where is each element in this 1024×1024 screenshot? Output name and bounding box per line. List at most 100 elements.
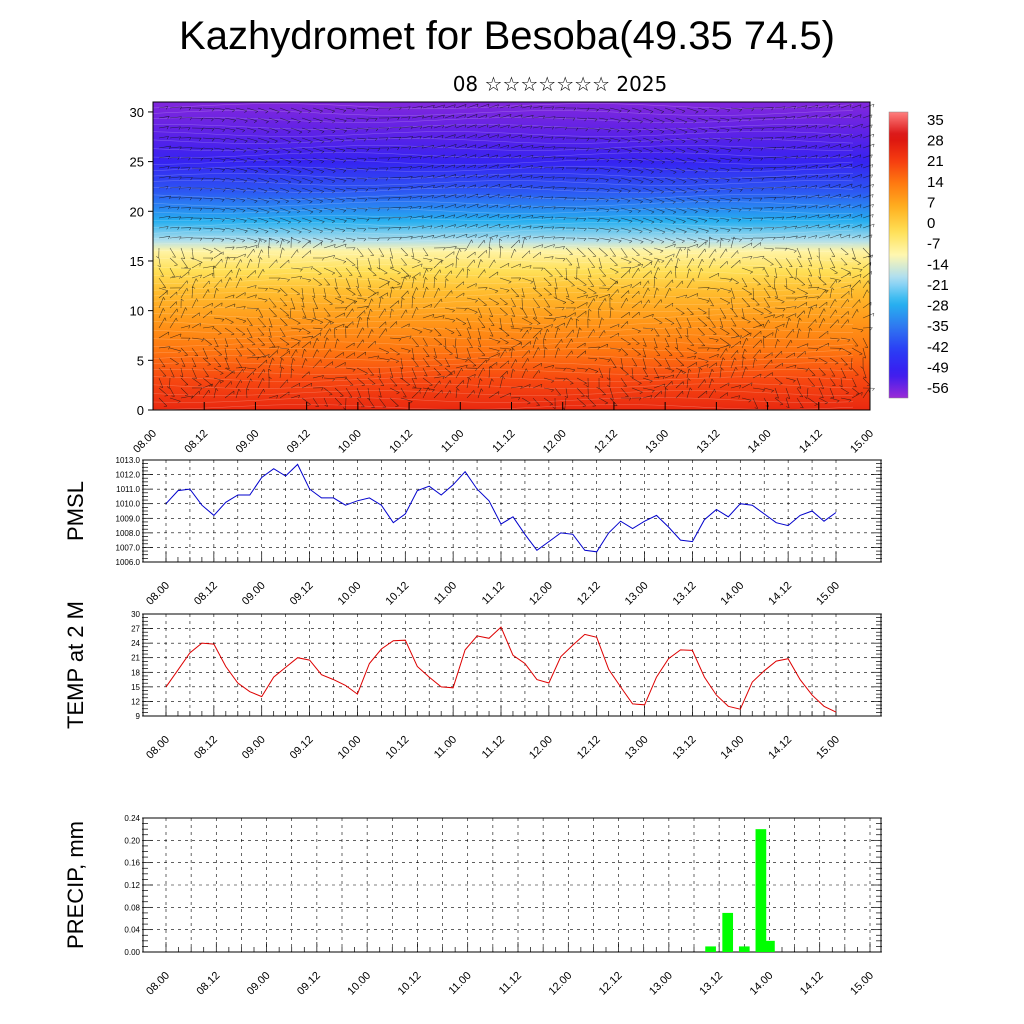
x-tick-label: 11.00 xyxy=(432,580,459,607)
precip-bar xyxy=(738,946,750,952)
cross-section-y-tick-label: 25 xyxy=(130,155,144,170)
y-tick-label: 1008.0 xyxy=(116,529,141,538)
x-tick-label: 11.12 xyxy=(480,580,507,607)
y-tick-label: 18 xyxy=(131,668,140,677)
cross-section-x-tick-label: 12.12 xyxy=(592,428,620,456)
x-tick-label: 13.12 xyxy=(671,580,699,608)
x-tick-label: 10.12 xyxy=(383,580,411,608)
x-tick-label: 14.12 xyxy=(766,580,794,608)
y-tick-label: 0.00 xyxy=(124,948,140,957)
x-tick-label: 12.12 xyxy=(575,734,603,762)
x-tick-label: 15.00 xyxy=(848,970,876,998)
x-tick-label: 09.12 xyxy=(288,734,316,762)
cross-section-panel: 0 5 10 15 20 25 30 08.00 08.12 09.00 09.12 10.00 10.… xyxy=(130,101,876,456)
colorbar-label: 28 xyxy=(927,133,944,150)
cross-section-x-tick-label: 14.12 xyxy=(797,428,825,456)
cross-section-x-tick-label: 11.00 xyxy=(439,428,466,455)
y-tick-label: 21 xyxy=(131,654,140,663)
x-tick-label: 14.00 xyxy=(718,580,746,608)
colorbar-label: 14 xyxy=(927,174,944,191)
cross-section-y-tick-label: 30 xyxy=(130,105,144,120)
temp-panel: 9 12 15 18 21 24 27 30 08.00 08.12 09.00 09.12 10.00… xyxy=(63,601,882,762)
y-tick-label: 24 xyxy=(131,639,140,648)
colorbar-label: 21 xyxy=(927,153,944,170)
colorbar-label: -7 xyxy=(927,236,940,253)
x-tick-label: 08.12 xyxy=(192,580,220,608)
y-tick-label: 0.24 xyxy=(124,814,140,823)
grid xyxy=(143,613,881,717)
cross-section-x-tick-label: 13.00 xyxy=(643,428,671,456)
cross-section-x-tick-label: 12.00 xyxy=(541,428,569,456)
cross-section-x-tick-label: 13.12 xyxy=(695,428,723,456)
grid xyxy=(143,459,881,563)
x-tick-label: 10.00 xyxy=(336,734,364,762)
y-tick-label: 30 xyxy=(131,610,140,619)
y-tick-label: 9 xyxy=(136,712,141,721)
x-tick-label: 13.00 xyxy=(623,580,651,608)
minor-ticks xyxy=(142,459,882,563)
panel-frame xyxy=(142,817,882,953)
y-tick-label: 0.20 xyxy=(124,836,140,845)
cross-section-x-tick-label: 09.12 xyxy=(285,428,313,456)
minor-ticks xyxy=(142,817,882,953)
grid xyxy=(143,817,881,953)
panel-frame xyxy=(142,613,882,717)
colorbar-label: -28 xyxy=(927,298,949,315)
x-tick-label: 11.00 xyxy=(432,734,459,761)
y-axis-label: PMSL xyxy=(63,481,88,541)
colorbar-label: 7 xyxy=(927,194,935,211)
x-tick-label: 08.12 xyxy=(194,970,222,998)
x-tick-label: 15.00 xyxy=(814,734,842,762)
y-axis-label: PRECIP, mm xyxy=(63,821,88,949)
colorbar-label: 0 xyxy=(927,215,935,232)
cross-section-y-tick-label: 5 xyxy=(137,353,144,368)
x-tick-label: 12.00 xyxy=(527,734,555,762)
wind-arrows xyxy=(156,103,875,410)
precip-bar xyxy=(755,829,767,952)
x-tick-label: 10.12 xyxy=(396,970,424,998)
y-tick-label: 1012.0 xyxy=(116,471,141,480)
contour-lines xyxy=(152,103,854,410)
pmsl-panel: 1006.0 1007.0 1008.0 1009.0 1010.0 1011.0 1012… xyxy=(63,456,882,608)
x-tick-label: 11.12 xyxy=(480,734,507,761)
x-tick-label: 11.00 xyxy=(446,970,473,997)
y-tick-label: 1006.0 xyxy=(116,558,141,567)
panel-frame xyxy=(142,459,882,563)
chart-subtitle: 08 ☆☆☆☆☆☆☆ 2025 xyxy=(452,72,668,96)
colorbar-label: -56 xyxy=(927,380,949,397)
x-tick-label: 13.00 xyxy=(647,970,675,998)
x-tick-label: 13.12 xyxy=(671,734,699,762)
y-tick-label: 27 xyxy=(131,625,140,634)
series-line xyxy=(165,463,837,553)
x-tick-label: 08.12 xyxy=(192,734,220,762)
cross-section-y-tick-label: 0 xyxy=(137,403,144,418)
x-tick-label: 09.00 xyxy=(240,734,268,762)
x-tick-label: 11.12 xyxy=(497,970,524,997)
precip-bar xyxy=(722,912,734,952)
y-tick-label: 1013.0 xyxy=(116,456,141,465)
y-tick-label: 1010.0 xyxy=(116,500,141,509)
x-tick-label: 13.00 xyxy=(623,734,651,762)
series-line xyxy=(165,626,837,713)
x-tick-label: 10.00 xyxy=(345,970,373,998)
cross-section-y-tick-label: 10 xyxy=(130,304,144,319)
cross-section-x-tick-label: 10.00 xyxy=(336,428,364,456)
cross-section-y-tick-label: 15 xyxy=(130,254,144,269)
x-tick-label: 12.00 xyxy=(546,970,574,998)
x-tick-label: 15.00 xyxy=(814,580,842,608)
colorbar-label: -35 xyxy=(927,318,949,335)
chart-title: Kazhydromet for Besoba(49.35 74.5) xyxy=(179,14,835,58)
y-axis-label: TEMP at 2 M xyxy=(63,601,88,729)
cross-section-x-tick-label: 09.00 xyxy=(234,428,262,456)
x-tick-label: 08.00 xyxy=(144,734,172,762)
y-tick-label: 0.04 xyxy=(124,926,140,935)
x-tick-label: 12.12 xyxy=(597,970,625,998)
x-tick-label: 08.00 xyxy=(144,970,172,998)
colorbar-label: -49 xyxy=(927,359,949,376)
x-tick-label: 13.12 xyxy=(697,970,725,998)
cross-section-x-tick-label: 15.00 xyxy=(848,428,876,456)
x-tick-label: 14.00 xyxy=(718,734,746,762)
cross-section-x-tick-label: 11.12 xyxy=(490,428,517,455)
x-tick-label: 10.12 xyxy=(383,734,411,762)
